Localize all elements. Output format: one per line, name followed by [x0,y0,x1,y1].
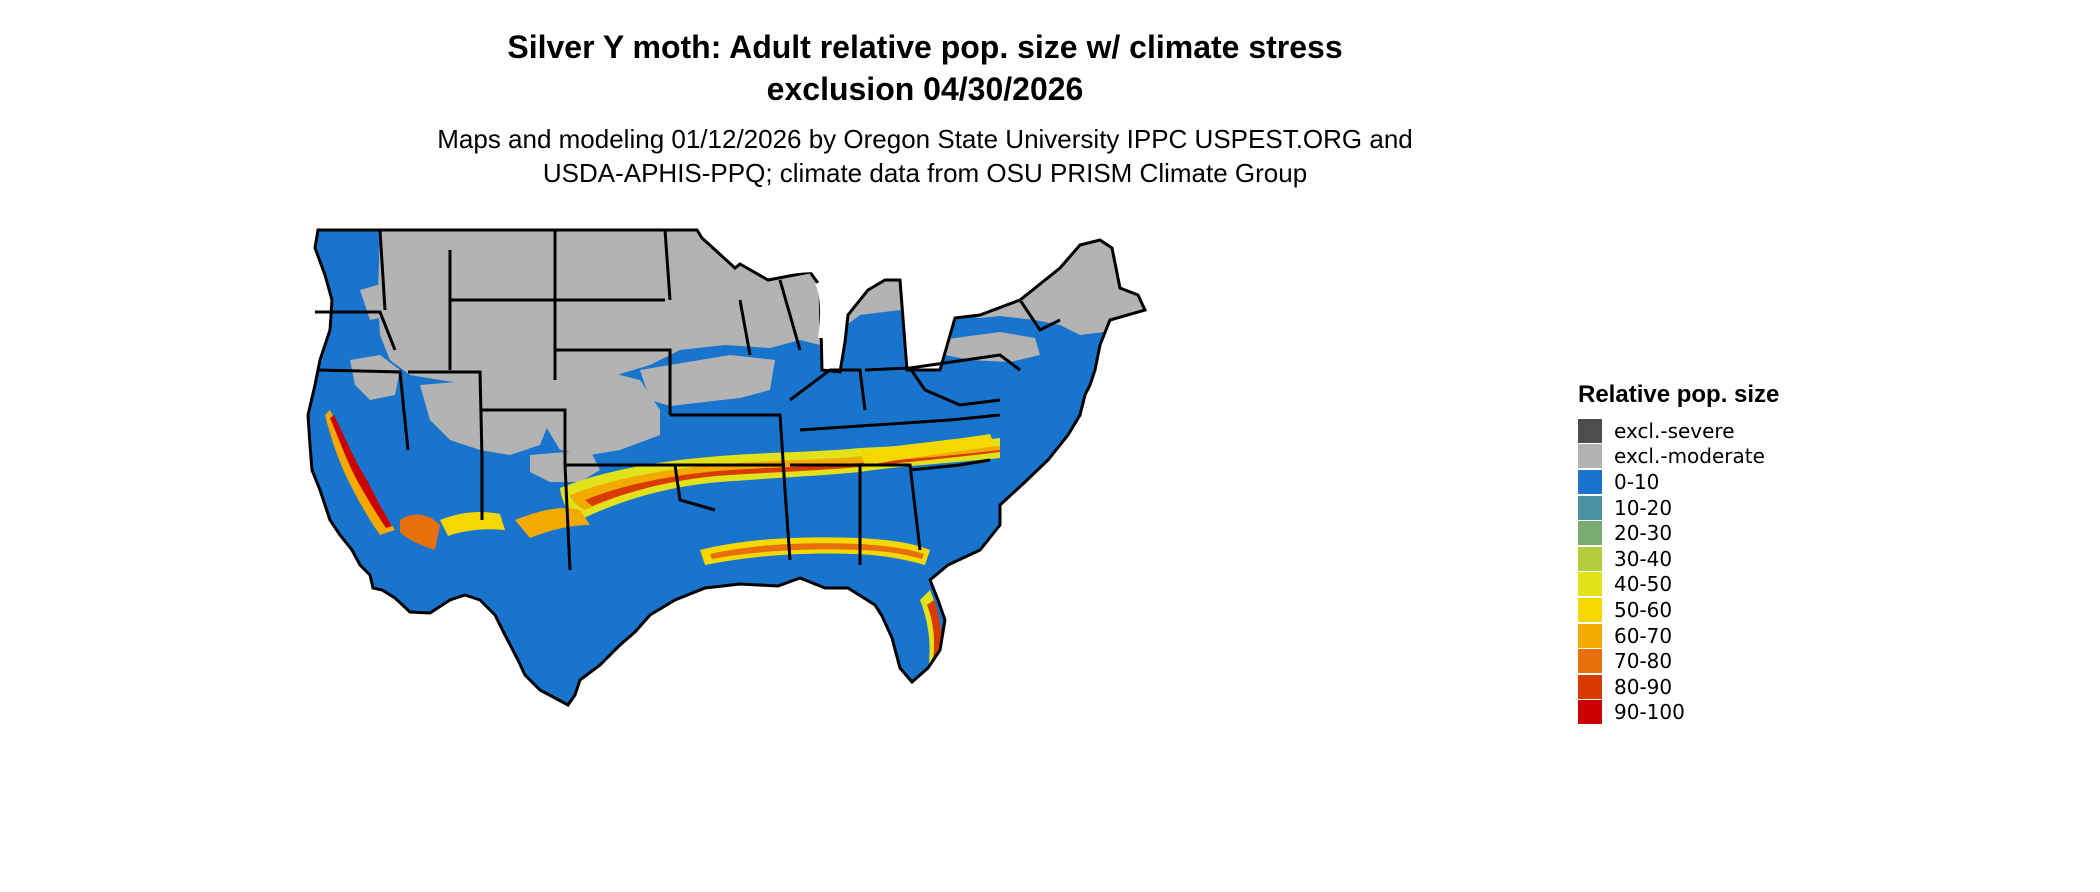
legend-item: 40-50 [1578,572,1918,598]
legend-item: excl.-moderate [1578,444,1918,470]
legend-label: 50-60 [1614,597,1673,622]
map-subtitle-line-1: Maps and modeling 01/12/2026 by Oregon S… [437,124,1413,154]
state-borders [306,228,1147,707]
us-map [300,220,1550,892]
legend-label: 10-20 [1614,495,1673,520]
legend-swatch [1578,521,1602,546]
legend-swatch [1578,444,1602,469]
legend-item: 80-90 [1578,674,1918,700]
legend-swatch [1578,623,1602,648]
lake-michigan [815,282,828,338]
legend-item: 10-20 [1578,495,1918,521]
legend-label: 90-100 [1614,700,1685,725]
california-core [330,415,392,528]
legend-swatch [1578,674,1602,699]
excluded-plains [640,355,775,406]
warm-band-core [585,450,1000,506]
excluded-northeast-band [940,332,1040,362]
legend-swatch [1578,495,1602,520]
legend-item: 90-100 [1578,700,1918,726]
border-or-ca-nv [317,368,410,451]
legend-item: 70-80 [1578,648,1918,674]
florida-core [927,600,942,666]
legend-label: 60-70 [1614,623,1673,648]
legend-swatch [1578,418,1602,443]
legend-label: excl.-severe [1614,418,1735,443]
great-lakes [770,262,860,338]
map-subtitle: Maps and modeling 01/12/2026 by Oregon S… [0,122,1850,190]
legend-title: Relative pop. size [1578,381,1780,408]
southeast-band [860,434,995,466]
legend-item: excl.-severe [1578,418,1918,444]
excluded-colorado-plateau [480,350,660,455]
map-subtitle-line-2: USDA-APHIS-PPQ; climate data from OSU PR… [542,158,1308,188]
legend-item: 50-60 [1578,597,1918,623]
border-nm-tx [563,464,572,571]
border-ne-ks [555,348,672,415]
legend-label: 80-90 [1614,674,1673,699]
legend-label: 40-50 [1614,572,1673,597]
border-wv-va [924,388,1001,407]
border-tn-ky [799,413,1001,432]
border-wa-or [315,310,397,351]
legend-item: 60-70 [1578,623,1918,649]
legend-label: 20-30 [1614,521,1673,546]
texas-streak [515,508,590,538]
map-title-line-1: Silver Y moth: Adult relative pop. size … [507,29,1343,65]
legend-item: 30-40 [1578,546,1918,572]
border-nd-sd [553,230,665,302]
gulf-band-core [710,543,924,559]
border-mn-ia [738,299,752,356]
warm-band-mid [570,446,1000,510]
border-nv-ut [408,370,484,459]
legend-swatch [1578,700,1602,725]
legend-swatch [1578,546,1602,571]
border-ar-la-ms [783,489,792,561]
border-ok-tx [565,463,716,512]
legend-label: 70-80 [1614,649,1673,674]
arizona-streak [440,512,505,536]
border-wa-id [378,229,387,311]
border-sc-nc [909,458,991,472]
legend-swatch [1578,649,1602,674]
legend: Relative pop. size excl.-severe excl.-mod… [1578,380,1918,725]
border-ut-co [480,408,567,465]
legend-item: 20-30 [1578,520,1918,546]
border-ny-ne [1018,299,1061,332]
legend-swatch [1578,597,1602,622]
lake-superior [770,262,860,276]
legend-item: 0-10 [1578,469,1918,495]
gulf-band-outer [700,537,930,565]
legend-items: excl.-severe excl.-moderate 0-10 10-20 20-30… [1578,418,1918,725]
border-nd-mn [663,229,672,301]
border-il-in [789,368,867,411]
us-map-canvas [306,228,1147,707]
arizona-hotspot [400,514,440,550]
map-title: Silver Y moth: Adult relative pop. size … [0,26,1850,110]
legend-label: excl.-moderate [1614,444,1765,469]
legend-swatch [1578,572,1602,597]
excluded-oregon [350,355,400,400]
legend-label: 0-10 [1614,469,1660,494]
border-wi-il [778,279,802,351]
legend-swatch [1578,469,1602,494]
border-al-ga [860,463,922,551]
legend-label: 30-40 [1614,546,1673,571]
map-title-line-2: exclusion 04/30/2026 [766,71,1084,107]
border-oh-pa [909,353,1021,372]
